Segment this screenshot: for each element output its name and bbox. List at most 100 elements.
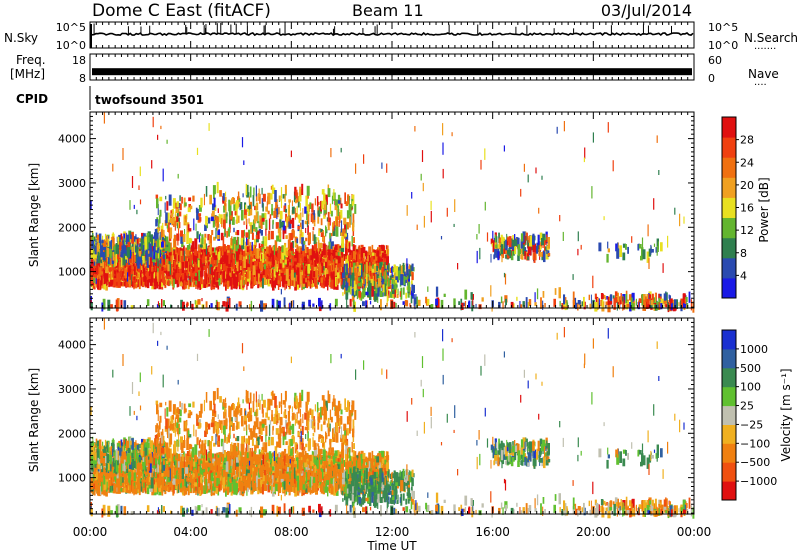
power-echo	[120, 271, 121, 280]
power-echo	[103, 247, 106, 250]
power-echo	[344, 233, 347, 236]
power-echo	[171, 277, 173, 280]
power-echo	[268, 264, 269, 274]
power-echo	[200, 244, 203, 247]
date-label: 03/Jul/2014	[601, 1, 692, 20]
power-echo	[412, 285, 415, 293]
power-echo	[196, 231, 198, 239]
power-echo	[328, 242, 330, 250]
power-echo	[307, 186, 310, 196]
power-echo	[213, 221, 215, 228]
power-echo	[232, 259, 235, 269]
power-echo	[179, 263, 181, 267]
power-echo	[255, 227, 257, 232]
power-echo	[264, 277, 266, 285]
power-echo	[276, 236, 279, 242]
power-echo	[223, 220, 226, 229]
power-echo	[359, 254, 360, 259]
power-echo	[268, 211, 270, 215]
power-echo	[180, 236, 183, 244]
freq-label-2: [MHz]	[10, 67, 45, 81]
power-echo	[691, 299, 692, 310]
power-echo	[213, 237, 216, 241]
power-echo	[206, 186, 208, 197]
power-echo	[265, 207, 268, 212]
power-echo	[224, 203, 226, 207]
power-echo	[273, 277, 275, 281]
power-echo	[344, 224, 346, 229]
power-echo	[135, 275, 136, 283]
power-echo	[341, 236, 344, 248]
power-echo	[336, 265, 337, 276]
power-echo	[184, 202, 187, 206]
power-echo	[259, 243, 261, 248]
power-echo	[331, 280, 334, 289]
power-echo	[165, 202, 166, 212]
power-echo	[270, 193, 272, 199]
nsearch-tick-top: 10^5	[708, 21, 738, 34]
power-echo	[124, 246, 126, 254]
power-echo	[223, 214, 225, 221]
power-echo	[307, 221, 308, 227]
power-echo	[146, 250, 148, 260]
power-echo	[528, 236, 530, 243]
power-echo	[142, 274, 144, 278]
power-echo	[290, 233, 293, 240]
power-echo	[332, 241, 334, 246]
power-echo	[335, 206, 338, 211]
power-echo	[97, 259, 98, 264]
power-echo	[250, 225, 252, 234]
power-echo	[272, 260, 275, 264]
power-echo	[101, 276, 103, 286]
power-echo	[324, 277, 325, 280]
power-echo	[148, 237, 150, 243]
power-echo	[132, 247, 134, 252]
power-echo	[272, 185, 274, 193]
power-echo	[156, 247, 157, 251]
power-echo	[137, 257, 140, 269]
power-echo	[287, 261, 289, 266]
power-echo	[362, 258, 364, 263]
power-echo	[288, 207, 289, 219]
power-echo	[262, 218, 265, 222]
power-echo	[177, 235, 178, 246]
power-echo	[200, 277, 203, 285]
power-echo	[338, 200, 341, 204]
power-echo	[270, 280, 272, 284]
nave-tick-top: 60	[708, 54, 722, 67]
power-echo	[186, 250, 189, 256]
power-echo	[216, 251, 217, 256]
power-echo	[313, 227, 315, 230]
power-echo	[342, 292, 343, 296]
power-echo	[260, 275, 262, 279]
power-echo	[253, 265, 256, 275]
power-echo	[321, 278, 323, 283]
power-echo	[235, 211, 237, 215]
power-echo	[297, 206, 298, 213]
power-echo	[154, 243, 156, 252]
power-echo	[689, 292, 691, 303]
power-echo	[405, 293, 407, 299]
power-echo	[545, 240, 546, 245]
power-echo	[345, 292, 348, 299]
power-echo	[601, 293, 604, 299]
power-echo	[185, 216, 186, 223]
power-echo	[156, 195, 159, 199]
power-echo	[144, 237, 147, 242]
power-echo	[326, 263, 327, 266]
power-echo	[262, 203, 264, 211]
power-echo	[297, 226, 300, 230]
power-echo	[277, 267, 278, 273]
freq-tick-bottom: 8	[79, 72, 86, 85]
power-echo	[248, 238, 249, 246]
power-echo	[169, 195, 172, 206]
power-echo	[263, 236, 264, 243]
power-echo	[277, 258, 278, 264]
power-echo	[115, 255, 116, 267]
power-echo	[182, 262, 184, 273]
power-echo	[398, 289, 399, 295]
power-echo	[225, 192, 226, 197]
power-echo	[321, 218, 323, 225]
power-echo	[256, 248, 259, 258]
power-echo	[91, 272, 93, 284]
